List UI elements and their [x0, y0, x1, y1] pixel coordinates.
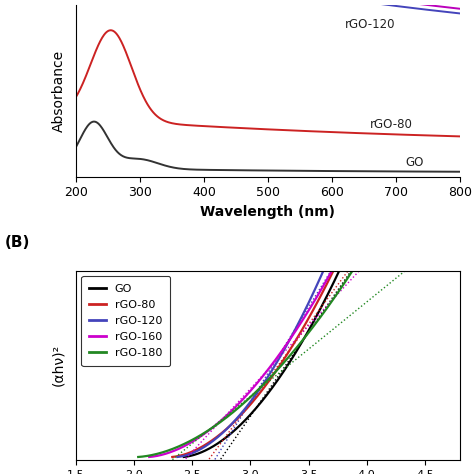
Text: rGO-80: rGO-80 — [370, 118, 413, 131]
Y-axis label: Absorbance: Absorbance — [51, 50, 65, 132]
Text: rGO-120: rGO-120 — [345, 18, 395, 31]
Y-axis label: (αhν)²: (αhν)² — [51, 344, 65, 386]
Text: GO: GO — [405, 156, 424, 169]
X-axis label: Wavelength (nm): Wavelength (nm) — [201, 205, 335, 219]
Text: (B): (B) — [5, 235, 30, 250]
Legend: GO, rGO-80, rGO-120, rGO-160, rGO-180: GO, rGO-80, rGO-120, rGO-160, rGO-180 — [82, 276, 170, 366]
